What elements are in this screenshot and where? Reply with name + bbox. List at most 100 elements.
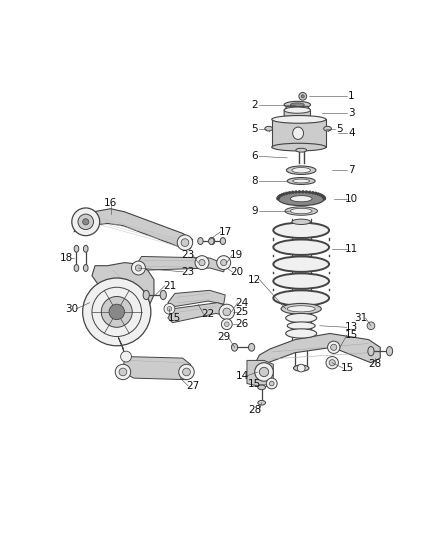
Text: 15: 15 xyxy=(168,313,181,323)
Ellipse shape xyxy=(220,238,226,245)
Circle shape xyxy=(301,95,304,98)
Text: 8: 8 xyxy=(251,176,258,186)
Ellipse shape xyxy=(287,306,315,312)
Circle shape xyxy=(297,364,305,372)
Text: 11: 11 xyxy=(345,244,358,254)
Circle shape xyxy=(301,190,305,193)
Ellipse shape xyxy=(368,346,374,356)
Circle shape xyxy=(181,239,189,246)
Polygon shape xyxy=(254,334,380,372)
Circle shape xyxy=(277,195,281,198)
Text: 5: 5 xyxy=(337,124,343,134)
Ellipse shape xyxy=(198,238,203,245)
Ellipse shape xyxy=(83,264,88,271)
Ellipse shape xyxy=(290,196,312,202)
Ellipse shape xyxy=(209,238,215,245)
Circle shape xyxy=(101,296,132,327)
Ellipse shape xyxy=(248,343,255,351)
Ellipse shape xyxy=(386,346,392,356)
Ellipse shape xyxy=(272,143,326,151)
Ellipse shape xyxy=(292,219,311,224)
Ellipse shape xyxy=(160,290,166,300)
Text: 4: 4 xyxy=(348,128,355,138)
Text: 12: 12 xyxy=(248,274,261,285)
Circle shape xyxy=(266,378,277,389)
Text: 25: 25 xyxy=(236,307,249,317)
Circle shape xyxy=(314,191,318,195)
Text: 14: 14 xyxy=(236,371,249,381)
Circle shape xyxy=(367,322,375,329)
Text: 24: 24 xyxy=(236,297,249,308)
Text: 22: 22 xyxy=(201,309,215,319)
Ellipse shape xyxy=(285,207,318,215)
Ellipse shape xyxy=(286,166,316,174)
Ellipse shape xyxy=(272,116,326,123)
Polygon shape xyxy=(168,303,231,322)
Circle shape xyxy=(305,190,308,193)
Circle shape xyxy=(285,191,288,195)
Polygon shape xyxy=(74,209,193,249)
Text: 27: 27 xyxy=(186,381,199,391)
Circle shape xyxy=(217,256,231,270)
Circle shape xyxy=(199,260,205,265)
Circle shape xyxy=(331,344,337,350)
Circle shape xyxy=(317,192,320,196)
Circle shape xyxy=(223,308,231,316)
Ellipse shape xyxy=(287,322,315,329)
Ellipse shape xyxy=(292,167,311,173)
Circle shape xyxy=(280,193,284,197)
Ellipse shape xyxy=(265,126,272,131)
Circle shape xyxy=(308,191,311,194)
Ellipse shape xyxy=(273,256,329,272)
Text: 26: 26 xyxy=(236,319,249,329)
Circle shape xyxy=(183,368,191,376)
Circle shape xyxy=(224,322,229,327)
Circle shape xyxy=(276,196,280,199)
Ellipse shape xyxy=(74,245,79,252)
Polygon shape xyxy=(247,360,273,387)
Text: 9: 9 xyxy=(251,206,258,216)
Ellipse shape xyxy=(273,290,329,306)
Circle shape xyxy=(269,381,274,386)
Circle shape xyxy=(298,190,301,193)
Text: 16: 16 xyxy=(104,198,117,207)
Circle shape xyxy=(255,363,273,381)
Circle shape xyxy=(322,196,326,199)
Text: 23: 23 xyxy=(181,250,194,260)
Text: 3: 3 xyxy=(348,108,355,118)
Circle shape xyxy=(329,360,336,366)
Text: 2: 2 xyxy=(251,100,258,110)
Circle shape xyxy=(179,364,194,379)
Ellipse shape xyxy=(284,107,311,113)
Circle shape xyxy=(321,194,324,197)
Circle shape xyxy=(291,191,294,194)
Text: 13: 13 xyxy=(345,322,358,332)
Ellipse shape xyxy=(258,400,265,405)
Ellipse shape xyxy=(290,208,312,214)
Text: 31: 31 xyxy=(354,313,367,323)
Ellipse shape xyxy=(273,273,329,289)
Ellipse shape xyxy=(83,245,88,252)
Circle shape xyxy=(322,195,325,198)
Circle shape xyxy=(120,351,131,362)
Text: 15: 15 xyxy=(248,378,261,389)
Ellipse shape xyxy=(258,385,265,390)
Circle shape xyxy=(177,235,193,251)
Text: 15: 15 xyxy=(345,330,358,340)
Circle shape xyxy=(78,214,93,230)
Ellipse shape xyxy=(293,365,309,371)
Polygon shape xyxy=(92,263,154,335)
Circle shape xyxy=(279,194,282,197)
Text: 28: 28 xyxy=(368,359,381,369)
Polygon shape xyxy=(118,337,193,379)
Circle shape xyxy=(164,303,175,314)
Circle shape xyxy=(115,364,131,379)
Text: 30: 30 xyxy=(65,304,78,314)
Circle shape xyxy=(326,357,339,369)
Text: 6: 6 xyxy=(251,151,258,161)
Ellipse shape xyxy=(278,192,325,206)
Ellipse shape xyxy=(324,126,332,131)
Text: 10: 10 xyxy=(345,193,358,204)
Text: 29: 29 xyxy=(217,332,230,342)
Polygon shape xyxy=(284,106,311,116)
